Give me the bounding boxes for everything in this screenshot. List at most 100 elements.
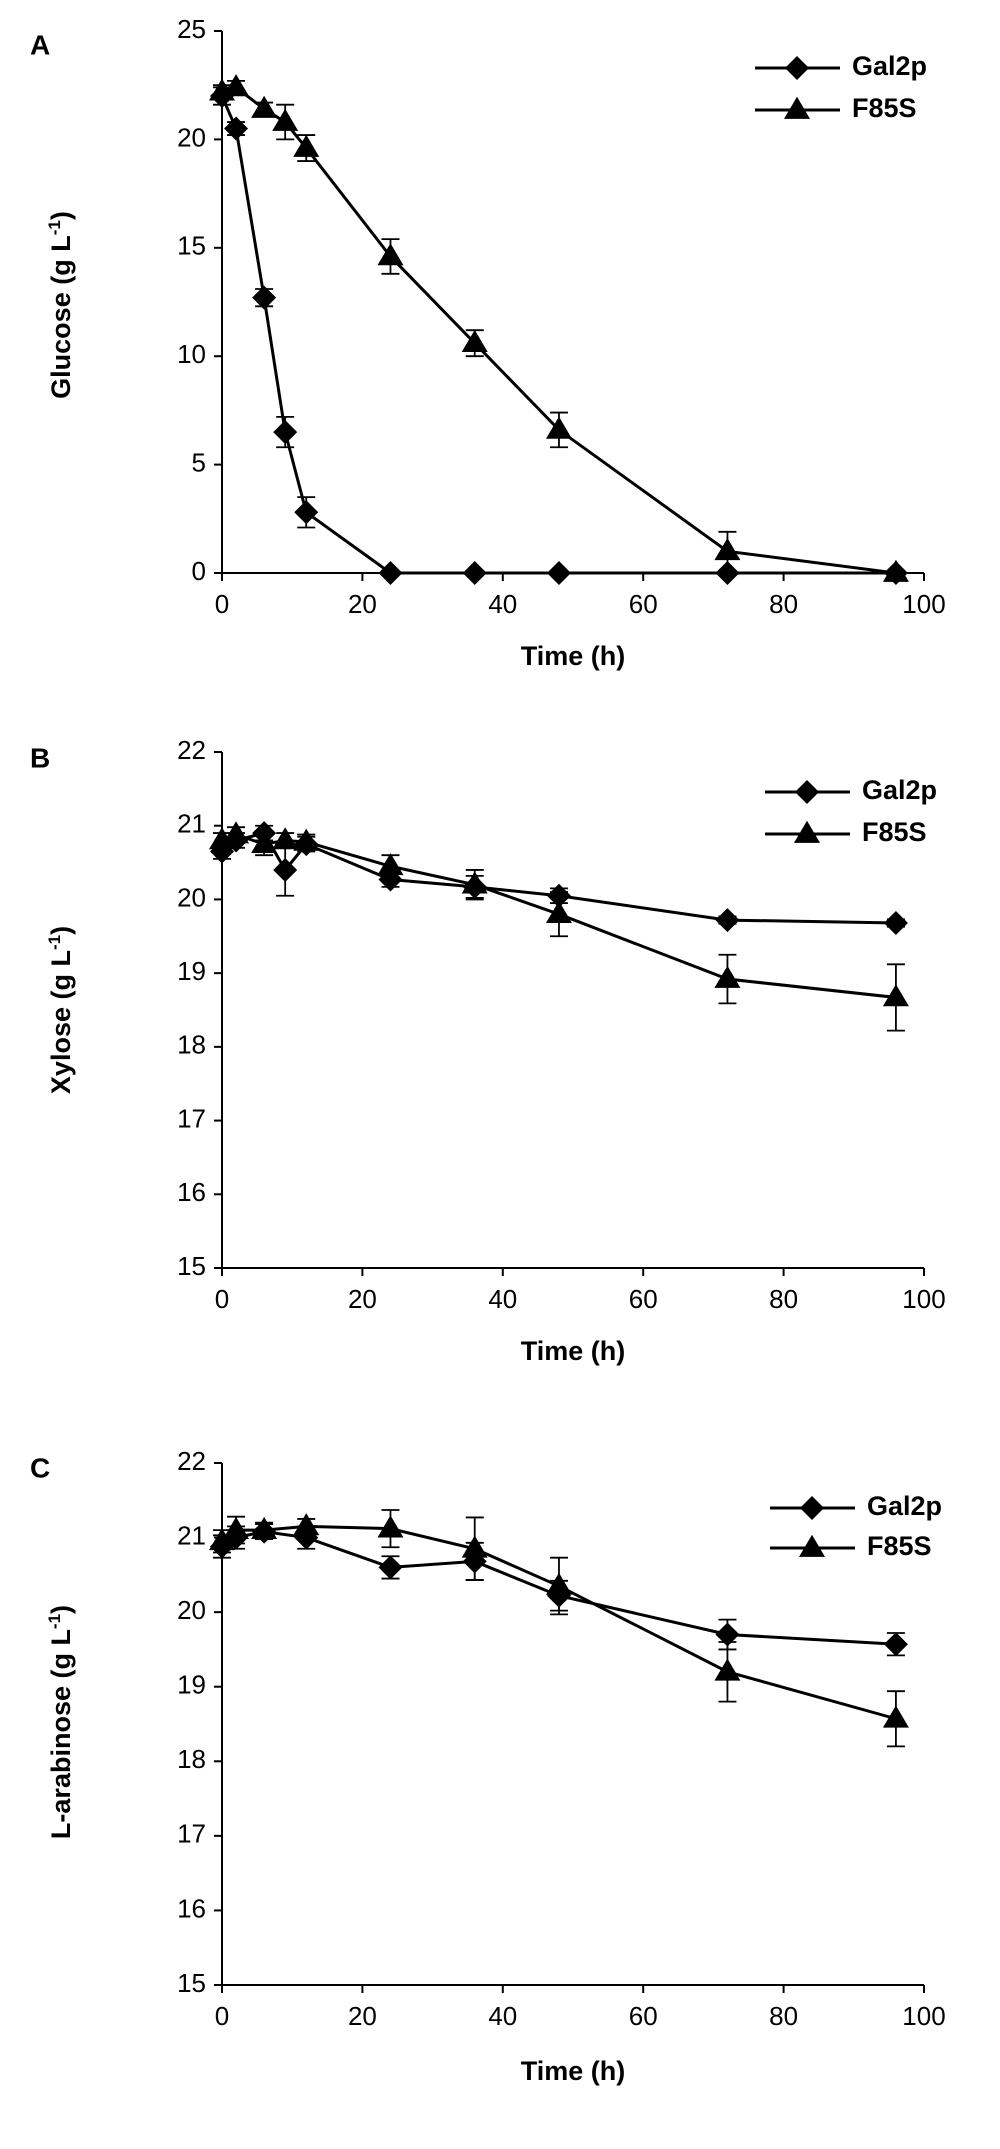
y-axis-title-sup: -1 [45, 935, 64, 950]
y-tick-label: 15 [177, 1251, 206, 1281]
y-axis-title-end: ) [46, 211, 76, 220]
data-point-triangle [377, 852, 404, 876]
x-tick-label: 60 [629, 1284, 658, 1314]
x-tick-label: 20 [348, 1284, 377, 1314]
data-point-triangle [882, 559, 909, 582]
x-tick-label: 80 [769, 589, 798, 619]
data-point-diamond [883, 1632, 908, 1657]
data-point-triangle [293, 1513, 320, 1536]
data-point-triangle [251, 1516, 278, 1539]
x-axis-title: Time (h) [521, 641, 626, 671]
data-point-triangle [461, 329, 488, 353]
y-tick-label: 18 [177, 1030, 206, 1060]
series-line [221, 831, 896, 925]
data-point-triangle [882, 984, 909, 1007]
y-tick-label: 17 [177, 1819, 206, 1849]
data-point-triangle [293, 828, 320, 851]
y-tick-label: 22 [177, 735, 206, 765]
data-point-triangle [377, 243, 404, 266]
panel-label: A [30, 29, 50, 60]
series-line [220, 95, 896, 575]
x-tick-label: 20 [348, 589, 377, 619]
data-point-triangle [882, 1705, 909, 1728]
y-tick-label: 5 [192, 447, 206, 477]
legend-entry-gal2p: Gal2p [755, 51, 927, 81]
data-point-triangle [545, 900, 572, 924]
x-tick-label: 100 [902, 1284, 945, 1314]
data-point-triangle [209, 827, 235, 850]
data-point-triangle [272, 827, 299, 850]
data-point-triangle [461, 871, 488, 894]
legend-entry-gal2p: Gal2p [765, 775, 937, 805]
y-tick-label: 17 [177, 1103, 206, 1133]
chart-panel-a: A 0 5 10 15 20 25 0 20 40 60 80 100 Time (h) Glucose (… [30, 14, 946, 671]
y-tick-label: 19 [177, 1670, 206, 1700]
data-point-diamond [715, 561, 740, 585]
chart-panel-b: B 15 16 17 18 19 20 21 22 0 20 40 60 80 100 Time (h) Xyl… [30, 735, 946, 1366]
data-point-triangle [223, 1516, 250, 1539]
y-tick-label: 21 [177, 809, 206, 839]
data-point-triangle [714, 1658, 741, 1681]
legend-label: Gal2p [852, 51, 927, 81]
data-point-diamond [883, 911, 908, 936]
data-point-triangle [223, 74, 250, 97]
legend-marker-diamond [800, 1496, 824, 1520]
legend-label: F85S [867, 1531, 932, 1561]
data-point-diamond [224, 116, 249, 141]
data-point-diamond [378, 561, 403, 585]
y-axis-title-end: ) [46, 1605, 76, 1614]
y-axis-title: L-arabinose (g L-1) [45, 1605, 76, 1839]
x-tick-label: 40 [488, 1284, 517, 1314]
x-tick-label: 80 [769, 2001, 798, 2031]
y-axis-title: Glucose (g L-1) [45, 211, 76, 399]
y-axis-title-main: Glucose (g L [46, 235, 76, 399]
data-point-diamond [273, 420, 298, 445]
data-point-diamond [462, 561, 487, 585]
y-tick-label: 18 [177, 1744, 206, 1774]
y-axis-title-sup: -1 [45, 220, 64, 235]
x-axis-title: Time (h) [521, 1336, 626, 1366]
x-axis-title: Time (h) [521, 2056, 626, 2086]
legend-label: Gal2p [862, 775, 937, 805]
data-point-diamond [715, 908, 740, 933]
legend-marker-diamond [795, 780, 819, 804]
legend-marker-triangle [784, 96, 810, 119]
x-tick-label: 40 [488, 2001, 517, 2031]
legend-label: Gal2p [867, 1491, 942, 1521]
y-tick-label: 21 [177, 1520, 206, 1550]
data-point-diamond [378, 1555, 403, 1580]
y-tick-label: 19 [177, 956, 206, 986]
data-point-triangle [714, 965, 741, 988]
series-line [221, 1524, 897, 1721]
x-tick-label: 0 [215, 1284, 229, 1314]
legend-entry-gal2p: Gal2p [770, 1491, 942, 1521]
y-tick-label: 15 [177, 1968, 206, 1998]
x-tick-label: 60 [629, 2001, 658, 2031]
data-point-triangle [209, 1528, 235, 1551]
data-point-triangle [714, 538, 741, 561]
data-point-diamond [294, 500, 319, 525]
series-line [221, 832, 897, 999]
y-tick-label: 20 [177, 122, 206, 152]
y-axis-title: Xylose (g L-1) [45, 926, 76, 1094]
y-tick-label: 20 [177, 882, 206, 912]
y-tick-label: 25 [177, 14, 206, 44]
panel-label: B [30, 742, 50, 773]
x-tick-label: 100 [902, 589, 945, 619]
data-point-triangle [223, 821, 250, 844]
legend-entry-f85s: F85S [755, 93, 917, 123]
data-point-triangle [461, 1535, 488, 1558]
data-point-triangle [251, 830, 278, 853]
panel-label: C [30, 1452, 50, 1483]
legend-entry-f85s: F85S [765, 817, 927, 847]
legend-marker-diamond [785, 56, 809, 80]
y-axis-title-sup: -1 [45, 1614, 64, 1629]
legend-marker-triangle [799, 1534, 825, 1557]
y-tick-label: 20 [177, 1595, 206, 1625]
x-tick-label: 0 [215, 2001, 229, 2031]
legend-marker-triangle [794, 820, 820, 843]
x-tick-label: 0 [215, 589, 229, 619]
series-f85s [209, 74, 909, 582]
legend-label: F85S [852, 93, 917, 123]
